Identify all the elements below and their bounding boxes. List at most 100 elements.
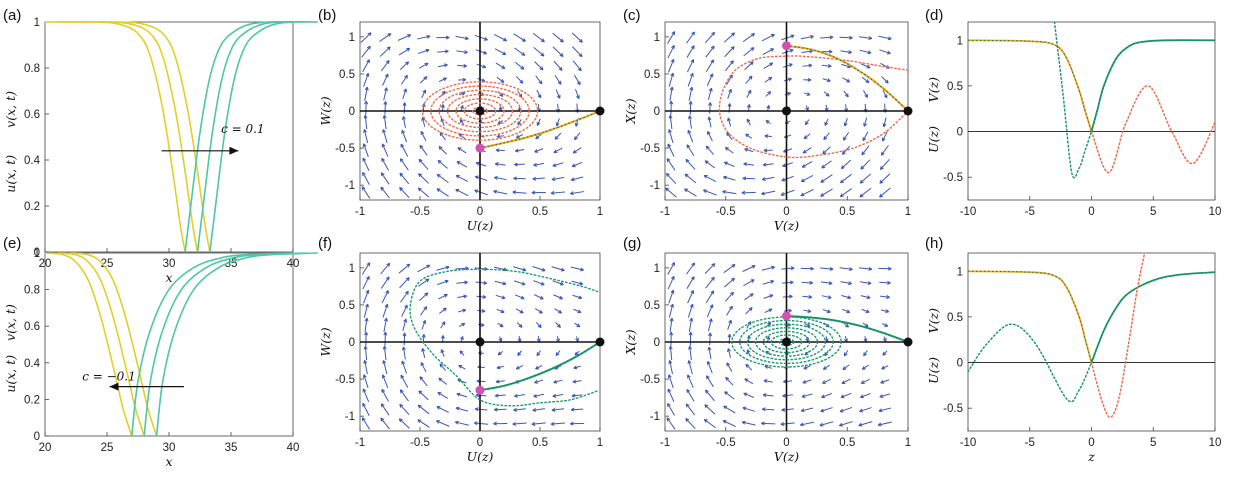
vector-field-arrowhead [556, 323, 561, 328]
vector-field-arrow [761, 190, 776, 195]
vector-field-arrowhead [380, 186, 385, 191]
vector-field-arrow [475, 49, 487, 55]
vector-field-arrowhead [881, 365, 886, 370]
vector-field-arrowhead [666, 417, 671, 422]
vector-field-arrowhead [406, 47, 411, 52]
vector-field-arrowhead [761, 421, 765, 426]
vector-field-arrowhead [690, 72, 694, 77]
vector-field-arrowhead [572, 379, 577, 384]
vector-field-arrow [669, 317, 673, 332]
vector-field-arrowhead [418, 173, 423, 178]
vector-field-arrowhead [517, 121, 522, 126]
vector-field-arrow [684, 173, 697, 184]
vector-field-arrow [475, 162, 487, 167]
vector-field-arrowhead [810, 34, 814, 39]
vector-field-arrowhead [790, 34, 795, 39]
vector-field-arrow [879, 49, 891, 54]
vector-field-arrowhead [710, 59, 715, 64]
vector-field-arrowhead [848, 267, 853, 271]
y-tick-label: -0.5 [640, 374, 660, 386]
vector-field-arrowhead [690, 59, 695, 63]
vector-field-arrow [745, 75, 753, 84]
heteroclinic-solid [786, 44, 909, 112]
vector-field-arrow [402, 318, 407, 332]
vector-field-arrowhead [748, 307, 753, 312]
vector-field-arrow [705, 59, 715, 72]
vector-field-arrow [419, 145, 428, 156]
spiral-orbit [430, 85, 530, 137]
vector-field-arrow [722, 190, 737, 195]
y-axis-label-top: v(x, t) [3, 91, 18, 128]
x-tick-label: 30 [163, 442, 176, 454]
vector-field-arrowhead [521, 52, 526, 56]
vector-field-arrow [704, 160, 716, 169]
vector-field-arrowhead [534, 149, 539, 153]
vector-field-arrowhead [742, 406, 747, 411]
vector-field-arrowhead [540, 281, 545, 286]
vector-field-arrowhead [514, 162, 518, 167]
vector-field-arrow [419, 292, 429, 302]
vector-field-arrowhead [554, 135, 559, 140]
vector-field-arrow [782, 162, 794, 167]
vector-field-arrow [383, 317, 387, 332]
vector-field-arrow [552, 280, 564, 286]
vector-field-arrow [745, 363, 753, 371]
vector-field-arrowhead [515, 365, 520, 370]
vector-field-arrowhead [576, 95, 580, 100]
vector-field-arrow [553, 379, 563, 384]
vector-field-arrowhead [821, 394, 826, 399]
vector-field-arrowhead [729, 305, 733, 310]
vector-field-arrowhead [406, 263, 411, 268]
vector-field-arrow [668, 59, 675, 73]
vector-field-arrowhead [417, 419, 422, 423]
vector-field-arrow [762, 280, 774, 285]
vector-field-arrow [438, 77, 447, 83]
vector-field-arrow [455, 421, 469, 426]
vector-field-arrow [552, 393, 564, 397]
y-axis-label: W(z) [318, 96, 333, 125]
x-tick-label: 30 [163, 258, 176, 270]
vector-field-arrowhead [512, 190, 517, 195]
vector-field-arrowhead [859, 193, 864, 198]
vector-field-arrow [800, 407, 814, 412]
vector-field-arrow [419, 376, 428, 387]
vector-field-arrow [880, 379, 890, 384]
vector-field-arrowhead [707, 131, 711, 135]
vector-field-arrowhead [731, 32, 736, 37]
heteroclinic-dotted-overlay [479, 341, 601, 391]
vector-field-arrow [803, 309, 812, 313]
vector-field-arrowhead [461, 92, 466, 96]
vector-field-arrow [556, 118, 560, 127]
vector-field-arrow [724, 391, 735, 400]
phase-content-5 [360, 253, 605, 431]
vector-field-arrowhead [495, 148, 500, 153]
vector-field-arrowhead [730, 291, 734, 296]
vector-field-arrowhead [746, 349, 751, 354]
vector-field-arrow [494, 48, 506, 56]
vector-field-arrow [513, 33, 526, 42]
vector-field-arrow [552, 46, 564, 57]
vector-field-arrow [882, 89, 888, 99]
vector-field-arrowhead [495, 379, 500, 384]
vector-field-arrow [743, 279, 755, 287]
vector-field-arrow [820, 281, 833, 284]
vector-field-arrow [475, 175, 488, 181]
vector-field-arrowhead [689, 317, 694, 322]
vector-field-arrow [686, 45, 695, 58]
vector-field-arrowhead [748, 75, 753, 80]
vector-field-arrowhead [803, 135, 808, 140]
vector-field-arrow [840, 188, 853, 198]
vector-field-arrow [512, 191, 527, 194]
vector-field-arrow [761, 422, 776, 425]
vector-field-arrow [534, 61, 544, 71]
vector-field-arrowhead [806, 92, 811, 96]
y-tick-label: 0.2 [24, 201, 40, 213]
y-tick-label: -1 [650, 180, 660, 192]
vector-field-arrowhead [559, 281, 564, 286]
plot-frame [967, 252, 1216, 432]
vector-field-arrow [708, 346, 712, 360]
vector-field-arrowhead [539, 66, 544, 71]
vector-field-arrowhead [402, 102, 407, 106]
vector-field-arrow [668, 374, 674, 389]
vector-field-arrow [399, 61, 409, 71]
